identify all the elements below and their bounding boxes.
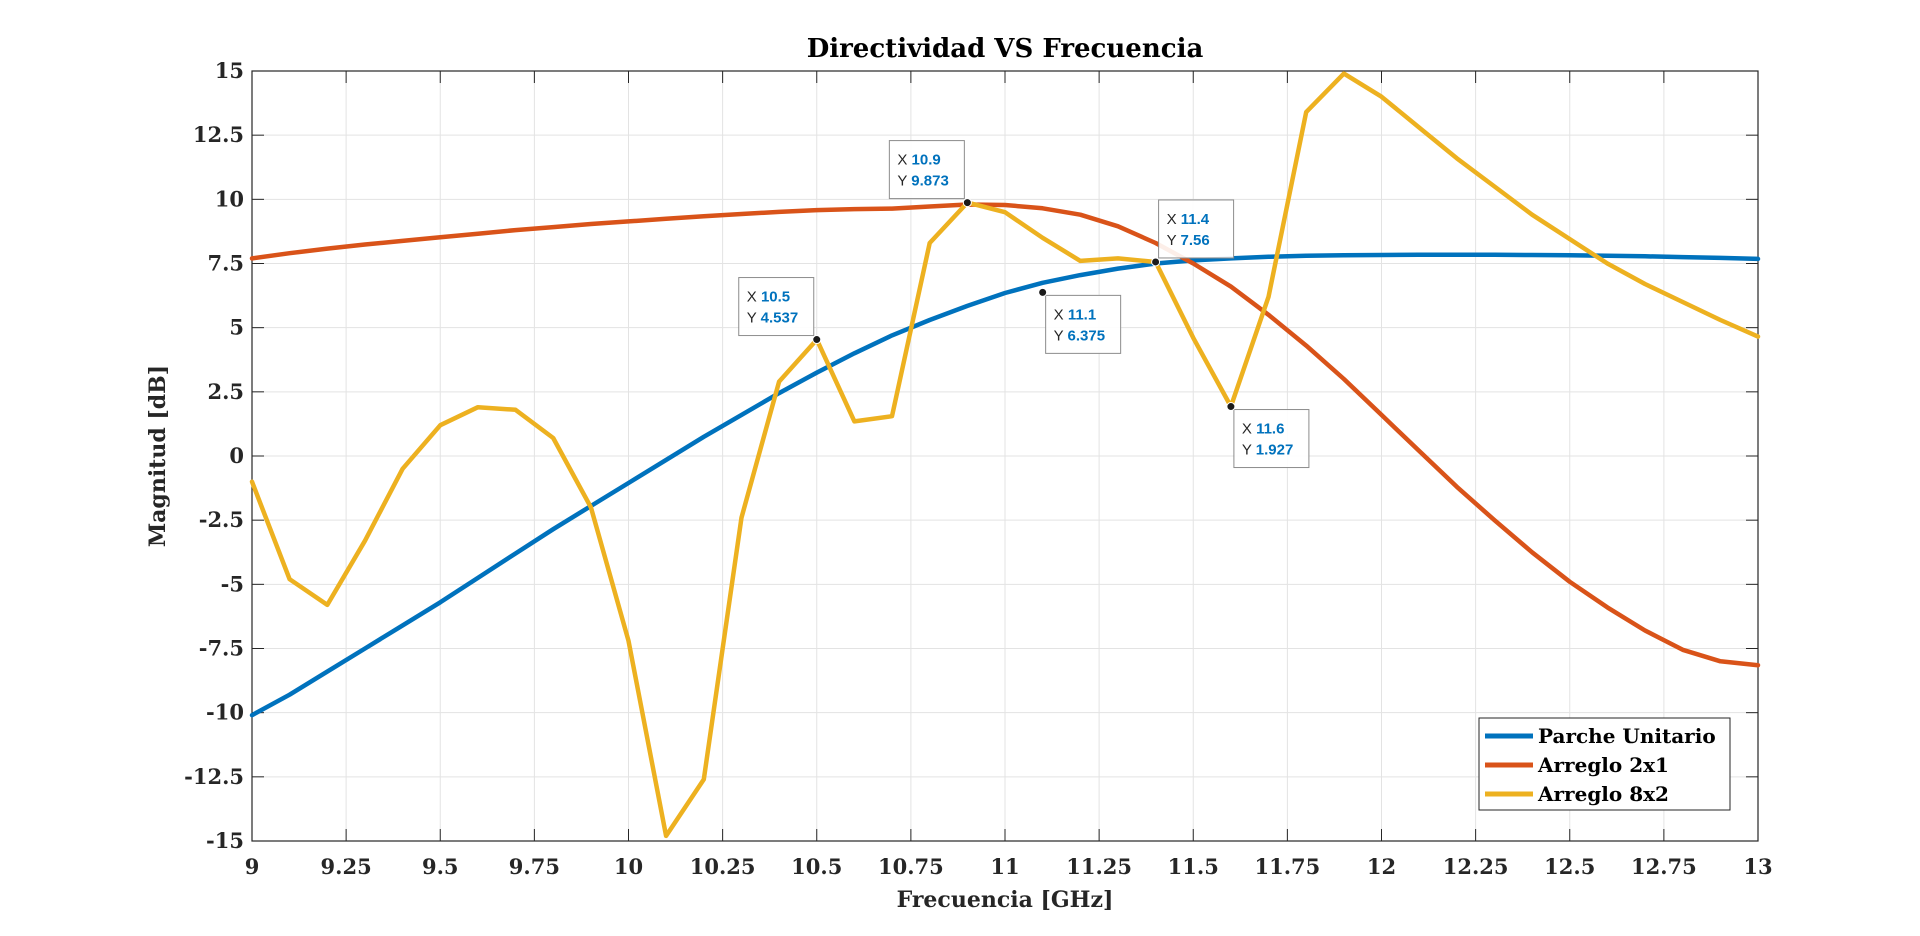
x-tick-label: 10.5 xyxy=(791,854,842,879)
data-tip-y-key: Y xyxy=(1242,442,1256,459)
y-tick-label: 2.5 xyxy=(207,379,244,404)
x-tick-label: 9.75 xyxy=(509,854,560,879)
data-tip-y-row: Y 9.873 xyxy=(897,173,948,190)
data-tip-marker[interactable] xyxy=(812,335,822,345)
axis-ticks: 9 9.25 9.5 9.75 10 10.25 10.5 10.75 11 11.25 11.5 1… xyxy=(184,58,1772,879)
x-tick-label: 10 xyxy=(614,854,643,879)
data-tip-marker[interactable] xyxy=(962,198,972,208)
data-tip-y-value: 9.873 xyxy=(911,173,949,190)
data-tip-x-row: X 10.5 xyxy=(747,289,790,306)
y-tick-label: -15 xyxy=(206,828,244,853)
data-tip-x-row: X 11.1 xyxy=(1054,306,1097,323)
series-line-arreglo-2x1 xyxy=(249,202,1761,668)
data-tip-y-row: Y 6.375 xyxy=(1054,327,1105,344)
data-tip-x-key: X xyxy=(1167,211,1181,228)
x-tick-label: 11.75 xyxy=(1254,854,1320,879)
data-tip-x-key: X xyxy=(1242,421,1256,438)
legend-label-parche-unitario: Parche Unitario xyxy=(1538,724,1716,748)
data-tip[interactable]: X 10.9Y 9.873 xyxy=(888,140,972,208)
y-tick-label: 12.5 xyxy=(193,122,244,147)
data-tip-x-key: X xyxy=(1054,306,1068,323)
x-tick-label: 11.5 xyxy=(1168,854,1219,879)
y-tick-label: -7.5 xyxy=(199,636,244,661)
y-tick-label: 15 xyxy=(215,58,244,83)
legend-label-arreglo-8x2: Arreglo 8x2 xyxy=(1537,782,1669,806)
data-tip-y-key: Y xyxy=(1167,232,1181,249)
y-tick-label: 10 xyxy=(215,186,244,211)
data-tip-marker[interactable] xyxy=(1226,402,1236,412)
data-tip-y-row: Y 7.56 xyxy=(1167,232,1210,249)
data-tip-y-row: Y 1.927 xyxy=(1242,442,1293,459)
data-tip[interactable]: X 11.1Y 6.375 xyxy=(1038,287,1122,354)
y-tick-label: -10 xyxy=(206,700,244,725)
data-tip-y-key: Y xyxy=(1054,327,1068,344)
series-lines xyxy=(249,71,1761,839)
data-tip-x-row: X 10.9 xyxy=(897,152,940,169)
y-tick-label: 0 xyxy=(229,443,244,468)
data-tip-y-value: 4.537 xyxy=(761,310,799,327)
series-line-arreglo-8x2 xyxy=(249,71,1761,839)
series-line-parche-unitario xyxy=(249,252,1761,718)
data-tip-box xyxy=(738,277,815,337)
data-tip[interactable]: X 10.5Y 4.537 xyxy=(738,277,822,345)
data-tip-x-value: 11.6 xyxy=(1256,421,1284,438)
data-tip-x-row: X 11.4 xyxy=(1167,211,1210,228)
x-axis-label: Frecuencia [GHz] xyxy=(897,887,1114,913)
data-tip-x-value: 11.1 xyxy=(1068,306,1096,323)
data-tip-box xyxy=(1233,409,1310,469)
y-tick-label: -5 xyxy=(221,571,244,596)
data-tip-box xyxy=(1158,199,1235,259)
legend: Parche Unitario Arreglo 2x1 Arreglo 8x2 xyxy=(1478,717,1731,811)
y-tick-label: 5 xyxy=(229,315,244,340)
data-tip-y-value: 6.375 xyxy=(1068,327,1106,344)
data-tip-x-key: X xyxy=(897,152,911,169)
data-tip-marker[interactable] xyxy=(1151,257,1161,267)
data-tip[interactable]: X 11.6Y 1.927 xyxy=(1226,402,1310,469)
chart-title: Directividad VS Frecuencia xyxy=(807,34,1204,64)
data-tip-marker[interactable] xyxy=(1038,287,1048,297)
data-tip-x-key: X xyxy=(747,289,761,306)
data-tip-y-key: Y xyxy=(747,310,761,327)
data-tip-x-value: 11.4 xyxy=(1181,211,1210,228)
y-tick-label: -2.5 xyxy=(199,507,244,532)
y-tick-label: -12.5 xyxy=(184,764,244,789)
x-tick-label: 12.25 xyxy=(1443,854,1509,879)
x-tick-label: 12.75 xyxy=(1631,854,1697,879)
data-tip-box xyxy=(1045,294,1122,354)
x-tick-label: 9.5 xyxy=(422,854,459,879)
data-tip-y-row: Y 4.537 xyxy=(747,310,798,327)
data-tip-x-row: X 11.6 xyxy=(1242,421,1285,438)
data-tip-x-value: 10.9 xyxy=(912,152,941,169)
legend-label-arreglo-2x1: Arreglo 2x1 xyxy=(1537,753,1669,777)
x-tick-label: 12 xyxy=(1367,854,1396,879)
data-tip-box xyxy=(888,140,965,200)
x-tick-label: 11.25 xyxy=(1066,854,1132,879)
x-tick-label: 9.25 xyxy=(321,854,372,879)
data-tip-x-value: 10.5 xyxy=(761,289,790,306)
x-tick-label: 11 xyxy=(990,854,1019,879)
data-tip-y-value: 1.927 xyxy=(1256,442,1294,459)
x-tick-label: 12.5 xyxy=(1544,854,1595,879)
x-tick-label: 10.75 xyxy=(878,854,944,879)
data-tip-y-key: Y xyxy=(897,173,911,190)
x-tick-label: 10.25 xyxy=(690,854,756,879)
data-tip-y-value: 7.56 xyxy=(1181,232,1210,249)
x-tick-label: 13 xyxy=(1743,854,1772,879)
y-tick-label: 7.5 xyxy=(207,251,244,276)
y-axis-label: Magnitud [dB] xyxy=(145,365,171,547)
data-tip[interactable]: X 11.4Y 7.56 xyxy=(1151,199,1235,267)
x-tick-label: 9 xyxy=(245,854,260,879)
